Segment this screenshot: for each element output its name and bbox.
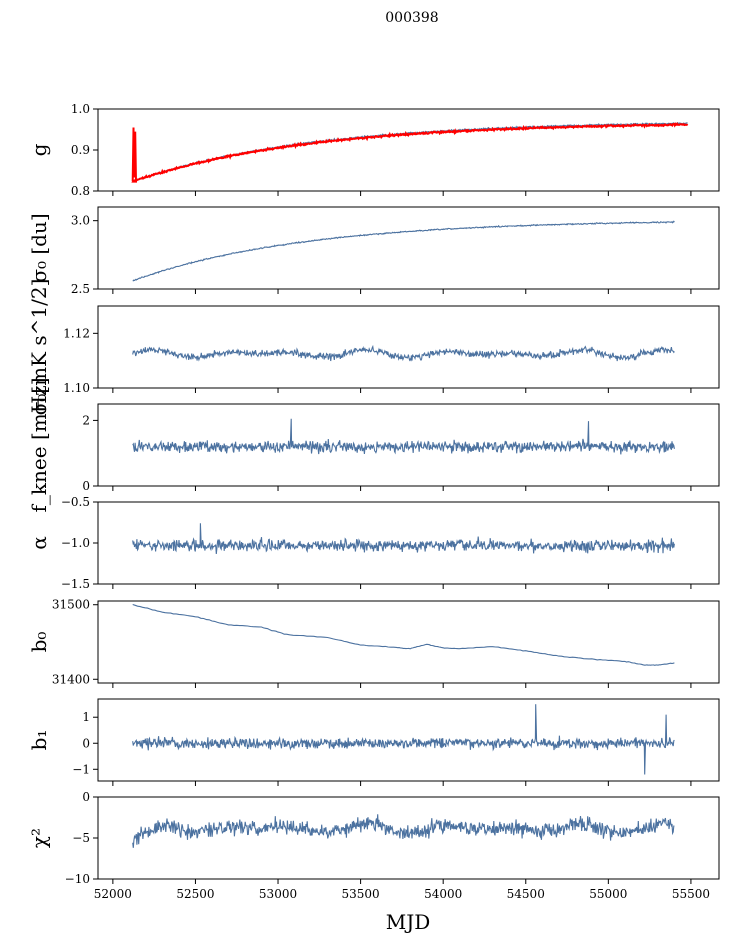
y-tick-label-g: 1.0 bbox=[71, 102, 90, 116]
x-tick-label: 54000 bbox=[424, 887, 462, 901]
axes-frame-sigma0_mk bbox=[97, 305, 720, 389]
y-tick-label-alpha: −1.0 bbox=[61, 536, 90, 550]
y-tick-label-sigma0_du: 3.0 bbox=[71, 214, 90, 228]
y-tick-label-b0: 31400 bbox=[52, 672, 90, 686]
axes-frame-fknee bbox=[97, 403, 720, 487]
y-tick-label-g: 0.8 bbox=[71, 184, 90, 198]
series-line-b0-0 bbox=[132, 603, 675, 666]
y-axis-label-b1: b₁ bbox=[27, 730, 51, 751]
axes-frame-b1 bbox=[97, 698, 720, 782]
panel-sigma0_mk: 1.10 1.12 σ₀[mK s^1/2] bbox=[27, 279, 720, 416]
y-tick-label-alpha: −1.5 bbox=[61, 577, 90, 591]
axes-frame-sigma0_du bbox=[97, 206, 720, 290]
series-line-sigma0_mk-0 bbox=[132, 344, 675, 362]
series-line-fknee-0 bbox=[132, 418, 675, 455]
x-tick-label: 54500 bbox=[507, 887, 545, 901]
axes-frame-g bbox=[97, 108, 720, 192]
y-tick-label-b1: 1 bbox=[82, 710, 90, 724]
y-tick-label-sigma0_mk: 1.10 bbox=[63, 381, 90, 395]
y-axis-label-chi2: χ² bbox=[27, 828, 51, 848]
y-tick-label-sigma0_du: 2.5 bbox=[71, 282, 90, 296]
x-tick-label: 53500 bbox=[342, 887, 380, 901]
y-tick-label-b1: −1 bbox=[72, 762, 90, 776]
series-line-chi2-0 bbox=[132, 814, 675, 848]
y-axis-label-sigma0_mk: σ₀[mK s^1/2] bbox=[27, 279, 51, 416]
y-tick-label-b1: 0 bbox=[82, 736, 90, 750]
y-axis-label-alpha: α bbox=[27, 536, 51, 550]
x-tick-label: 52000 bbox=[94, 887, 132, 901]
y-axis-label-b0: b₀ bbox=[27, 632, 51, 653]
x-tick-label: 52500 bbox=[176, 887, 214, 901]
y-tick-label-alpha: −0.5 bbox=[61, 495, 90, 509]
y-axis-label-sigma0_du: σ₀ [du] bbox=[27, 213, 51, 282]
panel-chi2: −10 −5 0 52000 52500 53000 53500 54000 54500 5500… bbox=[27, 790, 720, 901]
x-tick-label: 53000 bbox=[259, 887, 297, 901]
y-tick-label-sigma0_mk: 1.12 bbox=[63, 326, 90, 340]
y-tick-label-b0: 31500 bbox=[52, 598, 90, 612]
series-line-sigma0_du-0 bbox=[132, 220, 675, 282]
y-tick-label-chi2: −10 bbox=[65, 872, 90, 886]
panel-fknee: 0 2 f_knee [mHz] bbox=[27, 378, 720, 513]
y-tick-label-chi2: −5 bbox=[72, 831, 90, 845]
y-axis-label-fknee: f_knee [mHz] bbox=[27, 378, 51, 513]
panel-sigma0_du: 2.5 3.0 σ₀ [du] bbox=[27, 206, 720, 296]
series-line-alpha-0 bbox=[132, 523, 675, 555]
y-tick-label-fknee: 2 bbox=[82, 413, 90, 427]
axes-frame-b0 bbox=[97, 600, 720, 684]
panel-b0: 31400 31500 b₀ bbox=[27, 598, 720, 688]
x-tick-label: 55500 bbox=[672, 887, 710, 901]
panel-alpha: −1.5 −1.0 −0.5 α bbox=[27, 495, 720, 591]
figure-title: 000398 bbox=[385, 10, 438, 26]
y-tick-label-fknee: 0 bbox=[82, 479, 90, 493]
panel-g: 0.8 0.9 1.0 g bbox=[27, 102, 720, 198]
panels: 0.8 0.9 1.0 g 2.5 3.0 σ₀ [du] 1.10 1.12 σ₀[mK s^1… bbox=[27, 102, 720, 901]
series-line-g-0 bbox=[132, 122, 688, 183]
series-line-b1-0 bbox=[132, 704, 675, 775]
axes-frame-chi2 bbox=[97, 796, 720, 880]
panel-b1: −1 0 1 b₁ bbox=[27, 698, 720, 786]
y-tick-label-g: 0.9 bbox=[71, 143, 90, 157]
x-tick-label: 55000 bbox=[589, 887, 627, 901]
y-axis-label-g: g bbox=[27, 143, 51, 156]
series-line-g-1 bbox=[131, 122, 689, 183]
x-axis-label: MJD bbox=[386, 910, 431, 934]
y-tick-label-chi2: 0 bbox=[82, 790, 90, 804]
